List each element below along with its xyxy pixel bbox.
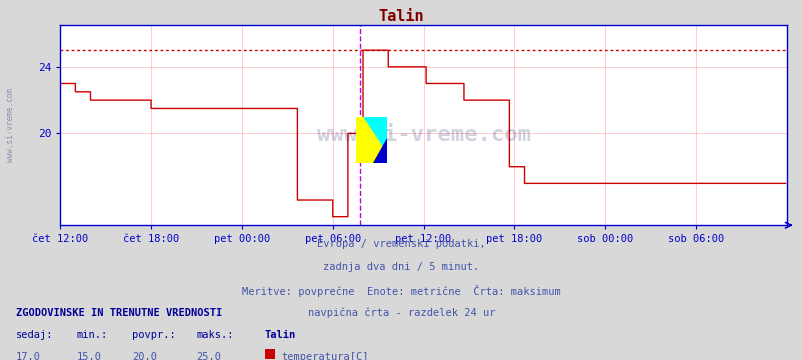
Text: zadnja dva dni / 5 minut.: zadnja dva dni / 5 minut. [323, 262, 479, 272]
Text: Talin: Talin [379, 9, 423, 24]
Text: maks.:: maks.: [196, 330, 234, 340]
Text: Evropa / vremenski podatki,: Evropa / vremenski podatki, [317, 239, 485, 249]
Text: sedaj:: sedaj: [16, 330, 54, 340]
Polygon shape [373, 138, 387, 163]
Text: navpična črta - razdelek 24 ur: navpična črta - razdelek 24 ur [307, 307, 495, 318]
Text: 17,0: 17,0 [16, 352, 41, 360]
Text: 25,0: 25,0 [196, 352, 221, 360]
Text: Talin: Talin [265, 330, 296, 340]
Text: povpr.:: povpr.: [132, 330, 176, 340]
Text: www.si-vreme.com: www.si-vreme.com [6, 88, 15, 162]
Text: www.si-vreme.com: www.si-vreme.com [316, 125, 530, 145]
Text: min.:: min.: [76, 330, 107, 340]
Text: 20,0: 20,0 [132, 352, 157, 360]
Polygon shape [363, 117, 387, 152]
Text: ZGODOVINSKE IN TRENUTNE VREDNOSTI: ZGODOVINSKE IN TRENUTNE VREDNOSTI [16, 308, 222, 318]
Text: 15,0: 15,0 [76, 352, 101, 360]
Text: Meritve: povprečne  Enote: metrične  Črta: maksimum: Meritve: povprečne Enote: metrične Črta:… [242, 285, 560, 297]
Text: temperatura[C]: temperatura[C] [282, 352, 369, 360]
